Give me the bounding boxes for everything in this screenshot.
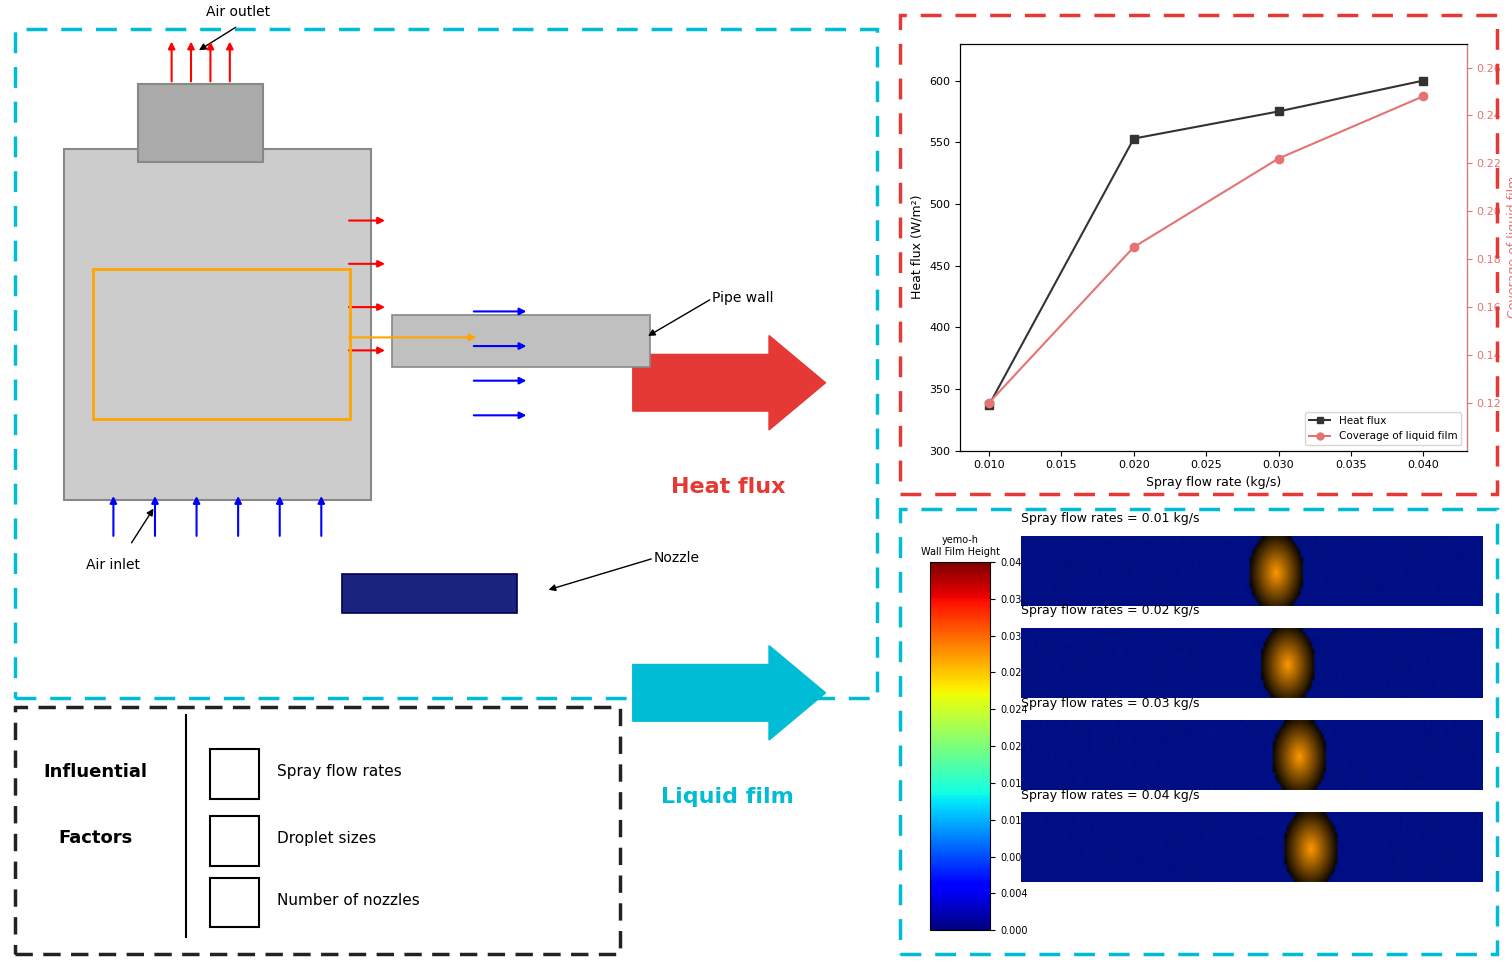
Text: Spray flow rates = 0.01 kg/s: Spray flow rates = 0.01 kg/s <box>1021 513 1199 525</box>
FancyBboxPatch shape <box>210 816 259 865</box>
Text: Spray flow rates = 0.02 kg/s: Spray flow rates = 0.02 kg/s <box>1021 605 1199 617</box>
Text: Number of nozzles: Number of nozzles <box>277 892 419 908</box>
Text: Nozzle: Nozzle <box>653 551 700 565</box>
Y-axis label: Coverage of liquid film: Coverage of liquid film <box>1507 176 1512 318</box>
Text: Pipe wall: Pipe wall <box>712 292 774 305</box>
Text: Spray flow rates: Spray flow rates <box>277 765 402 779</box>
FancyArrow shape <box>632 645 826 740</box>
FancyBboxPatch shape <box>392 315 650 366</box>
Text: Influential: Influential <box>44 763 147 781</box>
FancyBboxPatch shape <box>139 84 263 162</box>
Title: yemo-h
Wall Film Height: yemo-h Wall Film Height <box>921 536 999 557</box>
Text: Spray flow rates = 0.04 kg/s: Spray flow rates = 0.04 kg/s <box>1021 789 1199 801</box>
X-axis label: Spray flow rate (kg/s): Spray flow rate (kg/s) <box>1146 476 1281 489</box>
FancyBboxPatch shape <box>210 878 259 927</box>
Text: Air inlet: Air inlet <box>86 558 141 572</box>
Text: Liquid film: Liquid film <box>661 787 794 807</box>
FancyArrow shape <box>632 335 826 430</box>
Text: Droplet sizes: Droplet sizes <box>277 831 376 846</box>
Y-axis label: Heat flux (W/m²): Heat flux (W/m²) <box>910 195 924 299</box>
Legend: Heat flux, Coverage of liquid film: Heat flux, Coverage of liquid film <box>1305 412 1462 446</box>
Y-axis label: ( mm ): ( mm ) <box>1031 730 1042 763</box>
FancyBboxPatch shape <box>342 575 517 613</box>
Text: Spray flow rates = 0.03 kg/s: Spray flow rates = 0.03 kg/s <box>1021 697 1199 709</box>
FancyBboxPatch shape <box>64 149 372 500</box>
FancyBboxPatch shape <box>210 749 259 798</box>
Text: Air outlet: Air outlet <box>206 5 271 19</box>
Text: Heat flux: Heat flux <box>671 478 785 497</box>
Text: Factors: Factors <box>57 829 133 848</box>
